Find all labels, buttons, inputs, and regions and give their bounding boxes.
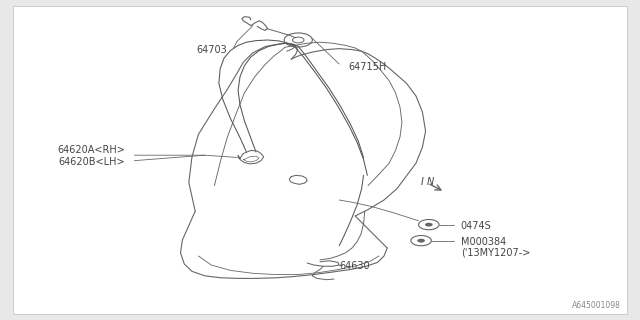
Text: 64630: 64630 [339, 261, 370, 271]
Text: 64703: 64703 [196, 44, 227, 55]
Text: A645001098: A645001098 [572, 301, 621, 310]
Text: ('13MY1207->: ('13MY1207-> [461, 248, 530, 258]
Text: N: N [426, 177, 434, 187]
Text: 0474S: 0474S [461, 220, 492, 231]
Text: 64620A<RH>: 64620A<RH> [57, 145, 125, 156]
Text: 64715H: 64715H [349, 62, 387, 72]
Text: I: I [421, 177, 424, 187]
Text: 64620B<LH>: 64620B<LH> [58, 156, 125, 167]
Circle shape [425, 223, 433, 227]
Text: M000384: M000384 [461, 236, 506, 247]
Circle shape [417, 239, 425, 243]
